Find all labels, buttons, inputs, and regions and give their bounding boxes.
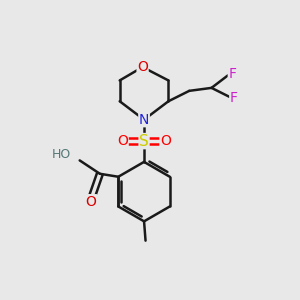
Text: F: F — [230, 91, 238, 105]
Text: F: F — [228, 67, 236, 81]
Text: O: O — [160, 134, 171, 148]
Text: N: N — [139, 113, 149, 127]
Text: O: O — [85, 195, 96, 209]
Text: S: S — [139, 134, 149, 148]
Text: HO: HO — [52, 148, 71, 161]
Text: O: O — [137, 60, 148, 74]
Text: O: O — [117, 134, 128, 148]
